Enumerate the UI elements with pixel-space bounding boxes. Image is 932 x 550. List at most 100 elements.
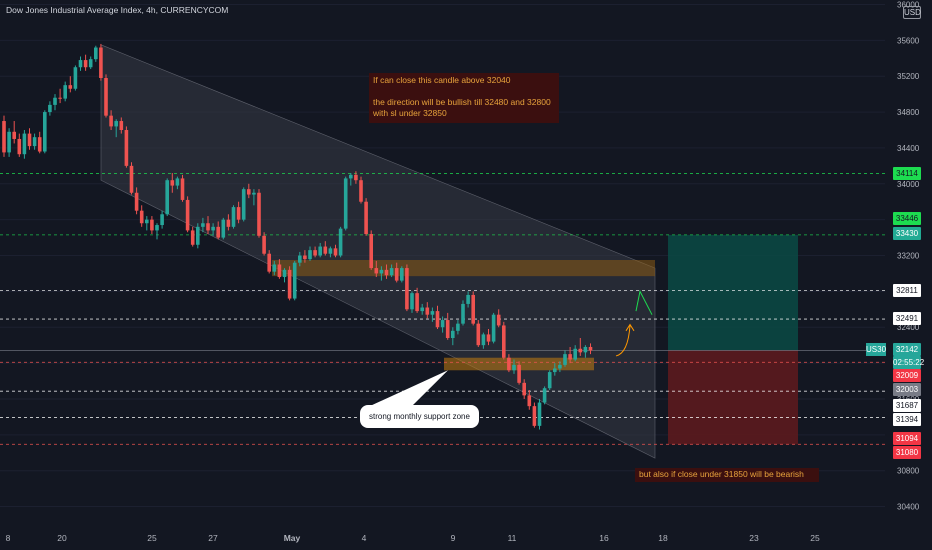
candle-body <box>282 269 287 278</box>
candle-body <box>68 85 73 89</box>
candle-body <box>190 230 195 245</box>
currency-badge[interactable]: USD <box>903 6 921 19</box>
candle-body <box>53 97 57 105</box>
candle-body <box>241 189 246 220</box>
candle-body <box>410 293 414 310</box>
price-tick-label: 32400 <box>897 323 920 332</box>
candle-body <box>129 165 134 193</box>
candle-body <box>231 207 236 227</box>
candle-body <box>522 382 526 396</box>
time-tick-label: 23 <box>749 533 759 543</box>
candle-body <box>160 214 164 226</box>
candle-body <box>201 223 205 227</box>
price-tag: 33446 <box>893 212 921 225</box>
time-tick-label: May <box>284 533 301 543</box>
price-tag: 32491 <box>893 312 921 325</box>
candle-body <box>83 60 88 68</box>
candle-body <box>496 314 501 326</box>
orange-arrowhead <box>625 323 635 332</box>
candle-body <box>349 174 353 179</box>
price-tick-label: 30800 <box>897 467 920 476</box>
support-callout: strong monthly support zone <box>360 405 479 428</box>
candle-body <box>547 372 552 389</box>
time-axis: 8 20 25 27 May 4 9 11 16 18 23 25 <box>6 533 820 543</box>
candle-body <box>139 210 144 224</box>
price-tag: 33430 <box>893 227 921 240</box>
price-tag: 31394 <box>893 413 921 426</box>
candle-body <box>257 192 261 236</box>
candle-body <box>502 325 506 358</box>
price-tag: 32142 <box>893 343 921 356</box>
green-arrow <box>635 289 653 315</box>
time-tick-label: 20 <box>57 533 67 543</box>
candle-body <box>272 264 277 272</box>
candle-body <box>211 226 215 231</box>
price-tag: 31094 <box>893 432 921 445</box>
candle-body <box>58 97 62 99</box>
candle-body <box>313 250 317 256</box>
time-tick-label: 11 <box>508 533 517 543</box>
candle-body <box>323 246 328 254</box>
candle-body <box>486 334 491 342</box>
candle-body <box>527 395 532 407</box>
price-tag: 31687 <box>893 399 921 412</box>
price-tick-label: 35200 <box>897 72 920 81</box>
descending-channel <box>100 44 656 459</box>
candle-body <box>451 330 455 338</box>
time-tick-label: 25 <box>147 533 157 543</box>
candle-body <box>512 364 516 371</box>
candle-body <box>119 121 124 130</box>
price-tag: 32009 <box>893 369 921 382</box>
time-tick-label: 9 <box>451 533 456 543</box>
time-tick-label: 4 <box>362 533 367 543</box>
candle-body <box>471 294 475 324</box>
target-zone <box>668 234 798 351</box>
candle-body <box>196 226 200 245</box>
bearish-note: but also if close under 31850 will be be… <box>635 468 819 482</box>
candle-body <box>369 234 373 269</box>
price-tick-label: 34400 <box>897 144 920 153</box>
candle-body <box>430 311 435 315</box>
candle-body <box>175 178 180 186</box>
candle-body <box>247 189 251 195</box>
candle-body <box>7 131 11 153</box>
candle-body <box>537 402 542 426</box>
resistance-zone <box>272 260 655 277</box>
candle-body <box>364 201 368 234</box>
candle-body <box>333 248 338 256</box>
candle-body <box>573 348 577 360</box>
candle-body <box>99 47 103 78</box>
candle-body <box>185 199 190 231</box>
candle-body <box>476 323 481 346</box>
price-tick-label: 35600 <box>897 36 920 45</box>
candle-body <box>134 192 139 211</box>
candle-body <box>435 311 440 328</box>
candle-body <box>400 268 404 281</box>
price-tag: 32811 <box>893 284 921 297</box>
candle-body <box>165 180 169 215</box>
candle-body <box>415 293 419 312</box>
candle-body <box>303 255 307 260</box>
candle-body <box>221 219 226 238</box>
chart-title: Dow Jones Industrial Average Index, 4h, … <box>6 5 229 15</box>
symbol-tag: US30 <box>866 343 887 356</box>
channel-body <box>100 44 656 459</box>
candle-body <box>37 137 42 152</box>
candle-body <box>440 320 445 328</box>
candle-body <box>206 223 210 231</box>
candle-body <box>48 104 52 113</box>
price-tick-label: 33200 <box>897 252 920 261</box>
candle-body <box>532 406 537 426</box>
candle-body <box>384 269 389 276</box>
candle-body <box>343 178 348 229</box>
candle-body <box>150 219 154 231</box>
candle-body <box>359 180 363 202</box>
candle-body <box>466 294 470 304</box>
candle-body <box>277 264 282 278</box>
candle-body <box>22 133 27 155</box>
bullish-note: If can close this candle above 32040 the… <box>369 73 559 123</box>
projection-arrows <box>615 289 653 357</box>
candle-body <box>109 115 113 127</box>
candle-body <box>481 334 486 346</box>
